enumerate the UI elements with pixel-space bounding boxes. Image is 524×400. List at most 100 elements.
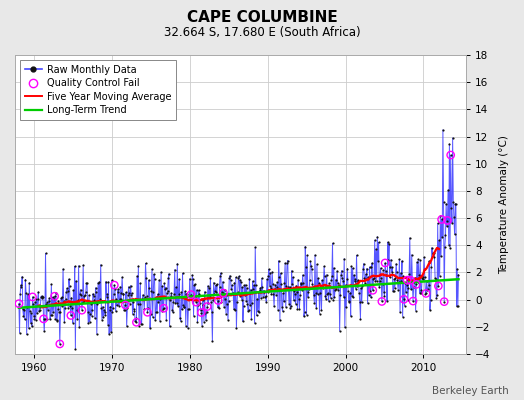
Point	[69, 287, 78, 294]
Point	[342, 304, 351, 310]
Point	[84, 320, 93, 326]
Point	[376, 278, 384, 284]
Point	[449, 199, 457, 205]
Point	[18, 306, 27, 312]
Point	[39, 316, 48, 322]
Point	[50, 293, 59, 300]
Point	[406, 234, 414, 241]
Point	[408, 279, 417, 285]
Point	[294, 296, 303, 302]
Point	[187, 292, 195, 298]
Point	[172, 284, 180, 290]
Point	[408, 252, 416, 258]
Point	[61, 296, 70, 302]
Point	[118, 274, 126, 280]
Point	[308, 266, 316, 272]
Point	[314, 275, 322, 282]
Point	[433, 292, 441, 298]
Point	[76, 290, 84, 297]
Point	[155, 277, 163, 283]
Point	[179, 302, 188, 308]
Point	[93, 301, 102, 307]
Legend: Raw Monthly Data, Quality Control Fail, Five Year Moving Average, Long-Term Tren: Raw Monthly Data, Quality Control Fail, …	[20, 60, 177, 120]
Point	[129, 306, 138, 312]
Point	[326, 290, 334, 297]
Point	[380, 293, 389, 299]
Point	[164, 275, 172, 282]
Point	[206, 274, 215, 281]
Point	[419, 274, 428, 280]
Point	[363, 265, 371, 272]
Point	[66, 303, 74, 310]
Point	[174, 291, 183, 297]
Point	[101, 312, 110, 318]
Point	[36, 304, 45, 310]
Point	[196, 300, 204, 307]
Point	[356, 316, 365, 322]
Point	[362, 276, 370, 282]
Point	[27, 310, 36, 317]
Point	[200, 288, 209, 295]
Point	[30, 313, 38, 319]
Point	[343, 265, 352, 272]
Point	[221, 296, 230, 302]
Point	[210, 290, 219, 297]
Point	[452, 201, 460, 207]
Point	[124, 292, 132, 298]
Point	[52, 318, 61, 324]
Point	[448, 220, 456, 226]
Point	[230, 306, 238, 313]
Point	[383, 298, 391, 304]
Point	[173, 260, 181, 267]
Point	[91, 315, 99, 322]
Point	[447, 204, 455, 211]
Point	[177, 318, 185, 324]
Point	[56, 309, 64, 316]
Point	[23, 331, 31, 338]
Point	[174, 303, 182, 309]
Point	[100, 306, 108, 313]
Point	[421, 274, 429, 280]
Point	[328, 272, 336, 279]
Point	[63, 288, 72, 294]
Point	[90, 297, 99, 303]
Point	[395, 256, 403, 263]
Point	[196, 306, 205, 313]
Point	[400, 296, 408, 302]
Point	[232, 325, 241, 332]
Point	[254, 308, 262, 314]
Point	[83, 280, 91, 286]
Point	[437, 253, 445, 260]
Point	[275, 274, 283, 280]
Point	[274, 307, 282, 313]
Text: CAPE COLUMBINE: CAPE COLUMBINE	[187, 10, 337, 25]
Point	[430, 254, 439, 260]
Point	[378, 298, 386, 305]
Point	[315, 310, 324, 317]
Point	[377, 275, 386, 281]
Point	[272, 284, 281, 290]
Point	[159, 305, 168, 312]
Point	[236, 277, 245, 283]
Point	[218, 289, 226, 295]
Point	[330, 265, 338, 271]
Point	[258, 284, 267, 290]
Point	[213, 304, 222, 310]
Point	[20, 307, 28, 313]
Point	[101, 308, 109, 315]
Point	[31, 317, 40, 323]
Point	[282, 283, 291, 289]
Point	[182, 322, 190, 329]
Point	[56, 341, 64, 347]
Point	[427, 264, 435, 270]
Point	[444, 187, 452, 193]
Point	[49, 308, 58, 315]
Point	[309, 284, 317, 290]
Point	[400, 296, 408, 302]
Point	[302, 312, 311, 318]
Point	[192, 299, 200, 305]
Point	[186, 292, 194, 299]
Point	[299, 272, 307, 278]
Point	[436, 213, 444, 219]
Point	[285, 300, 293, 307]
